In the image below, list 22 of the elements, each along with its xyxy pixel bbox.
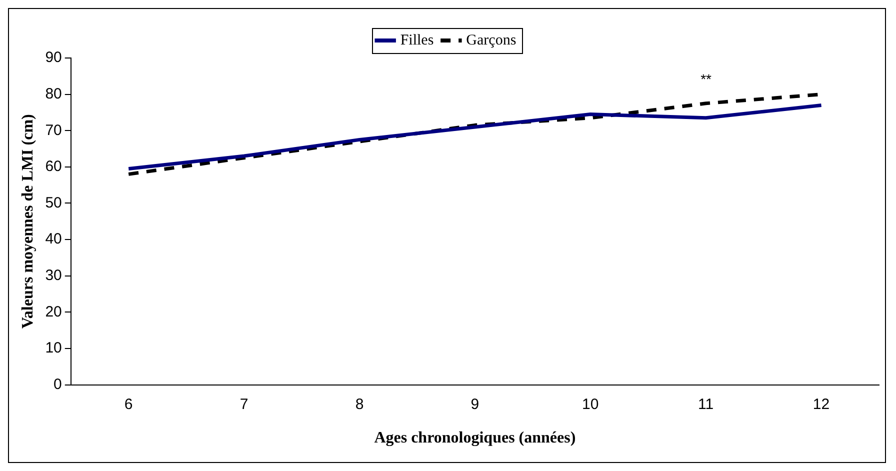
- y-tick-label: 20: [45, 303, 62, 320]
- x-axis-title: Ages chronologiques (années): [374, 430, 576, 447]
- y-tick-label: 70: [45, 122, 62, 139]
- x-tick-label: 7: [240, 396, 248, 413]
- y-tick-label: 0: [54, 376, 62, 393]
- annotation: **: [700, 70, 712, 87]
- y-tick-label: 50: [45, 194, 62, 212]
- y-tick-label: 80: [45, 85, 62, 102]
- y-tick-label: 60: [45, 158, 62, 176]
- legend-label: Garçons: [466, 32, 516, 48]
- y-tick-label: 90: [45, 49, 62, 66]
- y-tick-label: 40: [45, 230, 62, 248]
- x-tick-label: 12: [812, 396, 830, 413]
- x-tick-label: 8: [355, 396, 364, 413]
- x-tick-label: 9: [470, 396, 480, 413]
- x-tick-label: 6: [124, 396, 133, 413]
- x-tick-label: 10: [582, 396, 599, 413]
- y-tick-label: 10: [45, 340, 62, 357]
- y-axis-title: Valeurs moyennes de LMI (cm): [20, 114, 37, 329]
- x-tick-label: 11: [698, 396, 714, 413]
- y-tick-label: 30: [45, 267, 62, 284]
- legend-label: Filles: [400, 32, 434, 48]
